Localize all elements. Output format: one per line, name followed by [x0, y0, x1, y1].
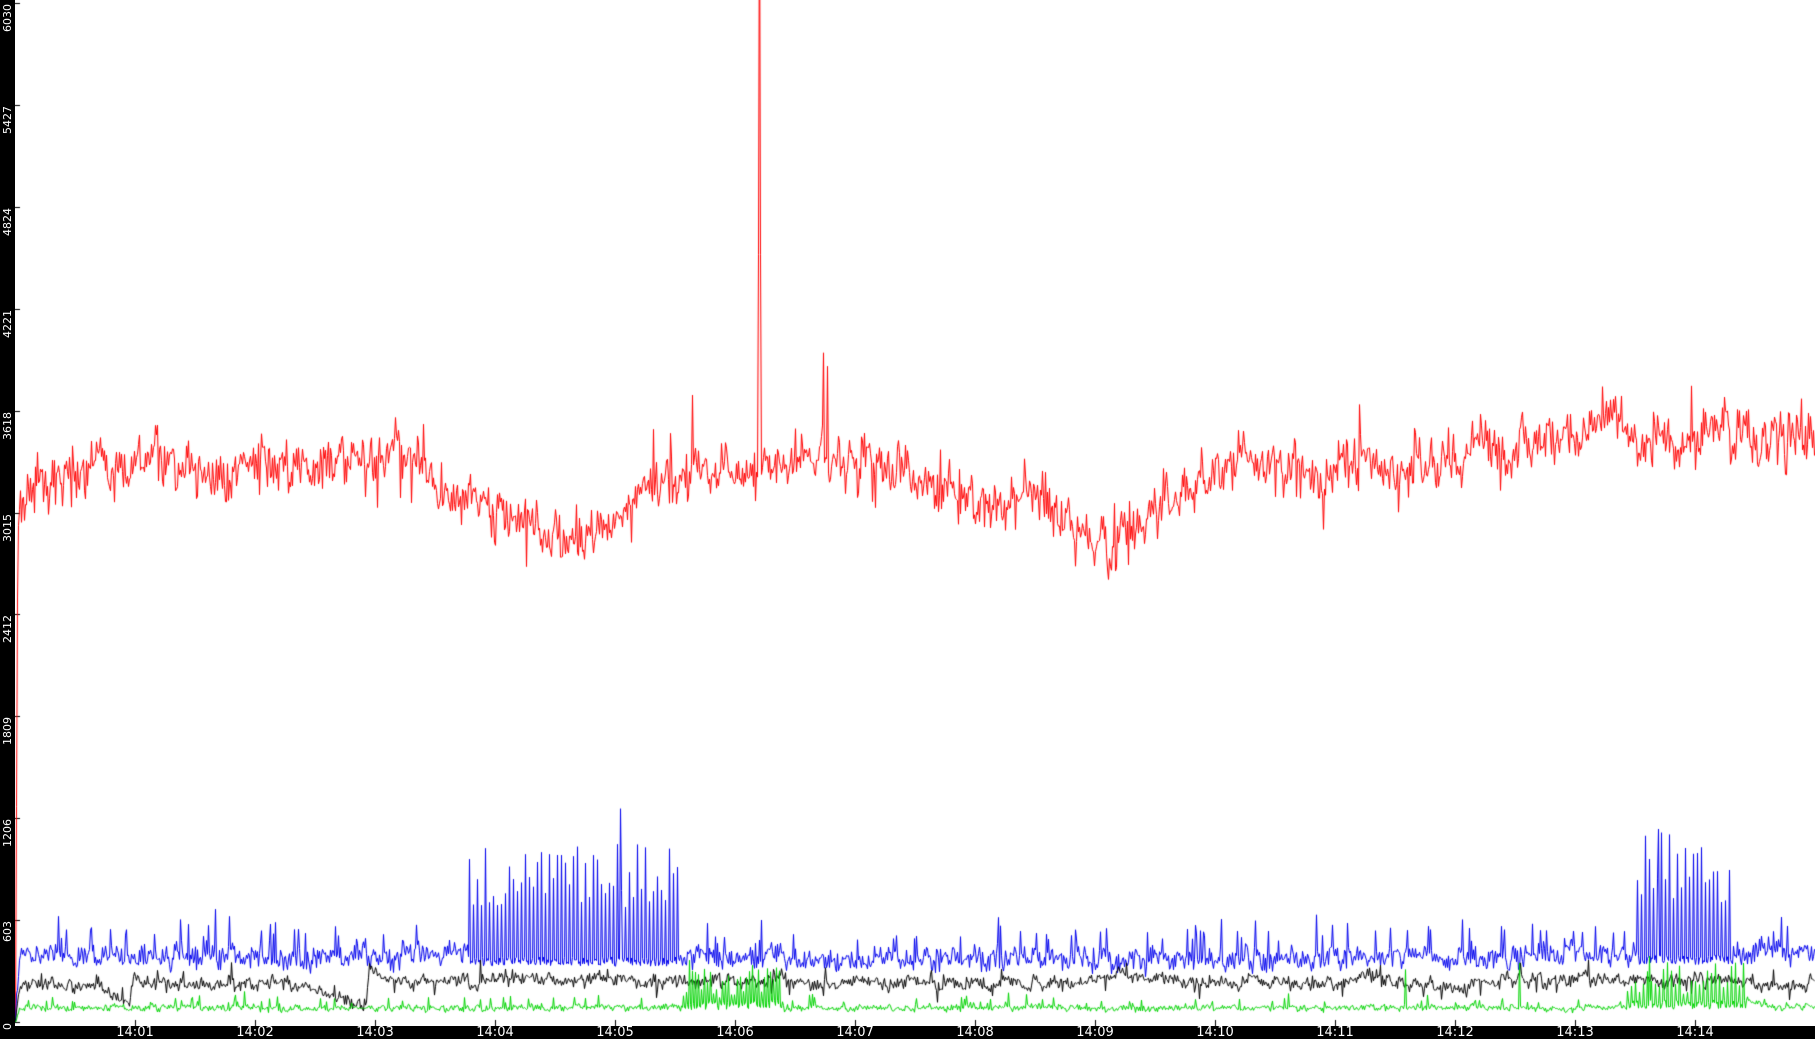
x-tick-label: 14:01 — [116, 1025, 154, 1039]
y-tick-label: 1206 — [1, 819, 14, 847]
y-tick-label: 3015 — [1, 514, 14, 542]
x-tick-label: 14:06 — [716, 1025, 754, 1039]
x-tick-label: 14:04 — [476, 1025, 514, 1039]
x-tick-label: 14:03 — [356, 1025, 394, 1039]
x-tick-label: 14:13 — [1556, 1025, 1594, 1039]
x-tick-label: 14:05 — [596, 1025, 634, 1039]
y-tick-label: 4221 — [1, 310, 14, 338]
x-tick-label: 14:14 — [1676, 1025, 1714, 1039]
x-tick-label: 14:07 — [836, 1025, 874, 1039]
y-axis-bar — [0, 0, 15, 1039]
y-tick-label: 603 — [1, 921, 14, 942]
x-axis-bar — [0, 1026, 1815, 1039]
x-tick-label: 14:10 — [1196, 1025, 1234, 1039]
x-tick-label: 14:08 — [956, 1025, 994, 1039]
x-tick-label: 14:02 — [236, 1025, 274, 1039]
y-tick-label: 4824 — [1, 208, 14, 236]
y-tick-label: 1809 — [1, 717, 14, 745]
y-tick-label: 3618 — [1, 412, 14, 440]
x-tick-label: 14:12 — [1436, 1025, 1474, 1039]
y-tick-label: 6030 — [1, 4, 14, 32]
x-tick-label: 14:11 — [1316, 1025, 1354, 1039]
y-tick-label: 5427 — [1, 106, 14, 134]
x-tick-label: 14:09 — [1076, 1025, 1114, 1039]
y-tick-label: 0 — [1, 1023, 14, 1030]
y-tick-label: 2412 — [1, 615, 14, 643]
